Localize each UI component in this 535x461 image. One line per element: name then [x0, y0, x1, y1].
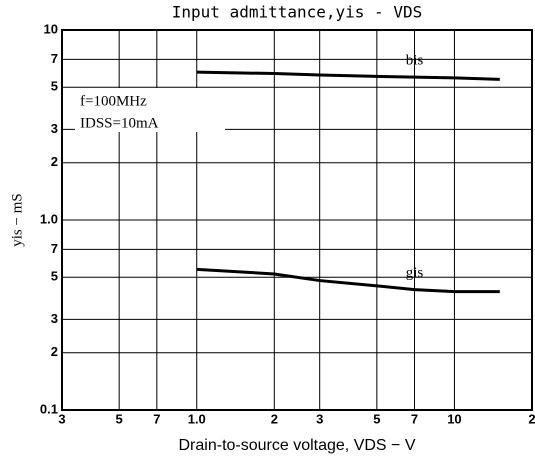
y-tick-label: 10 [44, 21, 58, 36]
x-tick-label: 1.0 [188, 411, 206, 426]
y-tick-label: 7 [51, 51, 58, 66]
x-tick-label: 7 [153, 411, 160, 426]
series-label: bis [406, 53, 424, 69]
x-tick-label: 10 [447, 411, 461, 426]
x-tick-label: 3 [316, 411, 323, 426]
x-tick-label: 7 [411, 411, 418, 426]
y-tick-label: 2 [51, 344, 58, 359]
data-line [196, 70, 500, 81]
annotation: f=100MHz [80, 93, 147, 109]
annotation-box [75, 88, 225, 132]
y-tick-label: 5 [51, 79, 58, 94]
y-tick-label: 5 [51, 269, 58, 284]
y-tick-label: 0.1 [40, 401, 58, 416]
y-tick-label: 2 [51, 154, 58, 169]
data-line [196, 267, 500, 294]
series-label: gis [406, 265, 424, 281]
chart-title: Input admittance,yis - VDS [172, 3, 422, 22]
annotation: IDSS=10mA [80, 115, 159, 131]
x-tick-label: 3 [58, 411, 65, 426]
x-tick-label: 5 [373, 411, 380, 426]
x-axis-label: Drain-to-source voltage, VDS − V [179, 437, 416, 454]
y-tick-label: 1.0 [40, 211, 58, 226]
x-tick-label: 2 [271, 411, 278, 426]
x-tick-label: 2 [528, 411, 535, 426]
y-axis-label: yis − mS [9, 193, 25, 246]
x-tick-label: 5 [116, 411, 123, 426]
y-tick-label: 3 [51, 311, 58, 326]
plot-frame [61, 29, 533, 411]
y-tick-label: 3 [51, 121, 58, 136]
y-tick-label: 7 [51, 241, 58, 256]
